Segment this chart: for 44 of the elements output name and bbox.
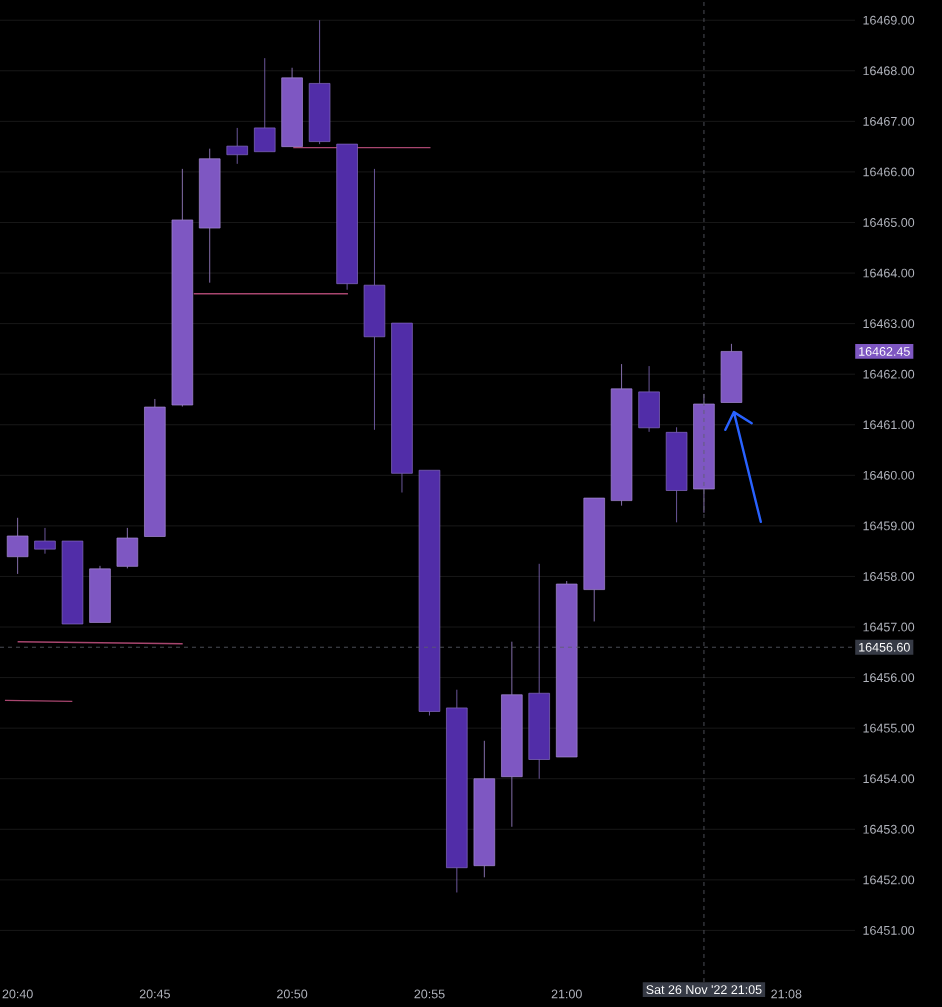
candlestick (446, 689, 468, 893)
y-tick-label: 16463.00 (863, 319, 915, 329)
text: 16462.45 (859, 347, 910, 356)
x-tick-label: 20:40 (2, 989, 33, 999)
ref-line-label: Sat 26 Nov '22 21:05 (646, 985, 762, 995)
y-tick-label: 16459.00 (863, 521, 915, 531)
y-tick-label: 16465.00 (863, 218, 915, 227)
candlestick (363, 168, 386, 431)
y-tick-label: 16453.00 (863, 824, 915, 834)
candlestick (665, 426, 688, 523)
candlestick (693, 393, 715, 514)
y-tick-label: 16457.00 (863, 622, 915, 632)
ref-line-label: 16456.60 (859, 642, 910, 652)
candlestick (116, 527, 139, 569)
x-tick-label: 21:08 (771, 989, 802, 999)
candlestick (34, 527, 56, 555)
candlestick (308, 19, 331, 145)
y-tick-label: 16469.00 (863, 15, 915, 25)
candlestick (501, 641, 523, 828)
candlestick (226, 127, 248, 165)
y-tick-label: 16454.00 (863, 774, 915, 784)
candlestick (638, 365, 660, 433)
x-tick-label: 20:55 (414, 989, 445, 999)
candlestick (528, 563, 550, 780)
candlestick (6, 517, 29, 575)
x-tick-label: 20:50 (277, 989, 308, 999)
candlestick (473, 740, 496, 878)
candlestick (171, 168, 194, 407)
y-tick-label: 16452.00 (863, 875, 915, 885)
y-tick-label: 16468.00 (863, 66, 915, 76)
y-tick-label: 16460.00 (863, 470, 915, 480)
y-tick-label: 16461.00 (863, 420, 915, 430)
y-tick-label: 16451.00 (863, 926, 915, 935)
y-tick-label: 16462.00 (863, 369, 915, 379)
y-tick-label: 16467.00 (863, 116, 915, 126)
candlestick (198, 148, 221, 284)
y-tick-label: 16456.00 (863, 673, 915, 683)
y-tick-label: 16464.00 (863, 268, 915, 278)
x-tick-label: 21:00 (551, 989, 582, 999)
x-tick-label: 20:45 (139, 989, 170, 999)
candlestick (610, 363, 633, 507)
y-tick-label: 16466.00 (863, 167, 915, 177)
y-tick-label: 16458.00 (863, 572, 915, 581)
y-tick-label: 16455.00 (863, 723, 915, 733)
